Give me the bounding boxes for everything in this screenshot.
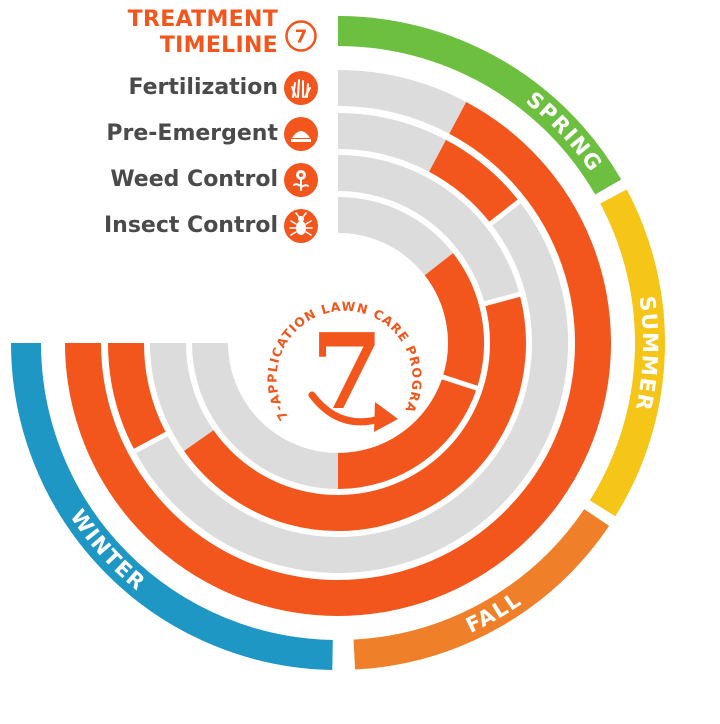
legend-label-pre-emergent: Pre-Emergent bbox=[106, 121, 278, 146]
treatment-ring-2-segment-4 bbox=[108, 342, 167, 451]
treatment-ring-4-segment-4 bbox=[192, 342, 339, 489]
season-band-summer bbox=[589, 189, 665, 517]
legend-label-weed-control: Weed Control bbox=[110, 167, 278, 192]
insect-icon bbox=[284, 209, 318, 243]
treatment-ring-3-segment-1 bbox=[337, 155, 520, 304]
legend-label-insect-control: Insect Control bbox=[103, 213, 278, 238]
segment-separator-3 bbox=[487, 198, 523, 227]
segment-separator-2 bbox=[482, 291, 523, 307]
treatment-ring-2-segment-2 bbox=[428, 139, 520, 224]
grass-icon bbox=[284, 71, 318, 105]
season-band-spring bbox=[337, 16, 622, 195]
title-badge: 7 bbox=[285, 20, 317, 52]
segment-separator-1 bbox=[439, 373, 480, 392]
dome-icon bbox=[284, 117, 318, 151]
treatment-ring-2-segment-3 bbox=[134, 201, 568, 574]
treatment-ring-3-segment-2 bbox=[184, 294, 526, 532]
program-number: 7 bbox=[311, 310, 383, 433]
cycle-arrowhead-icon bbox=[374, 402, 398, 432]
legend-title-line1: TREATMENT bbox=[127, 7, 278, 32]
treatment-ring-2-segment-1 bbox=[337, 113, 446, 172]
legend-title-line2: TIMELINE bbox=[159, 33, 278, 58]
season-band-winter bbox=[11, 342, 333, 670]
season-band-fall bbox=[353, 509, 610, 670]
treatment-ring-4-segment-1 bbox=[337, 197, 454, 276]
flower-icon bbox=[284, 163, 318, 197]
treatment-ring-3-segment-3 bbox=[150, 342, 214, 451]
treatment-ring-4-segment-3 bbox=[337, 376, 477, 489]
treatment-ring-4-segment-2 bbox=[424, 253, 484, 389]
treatment-ring-1-segment-2 bbox=[65, 101, 611, 616]
legend-label-fertilization: Fertilization bbox=[128, 75, 278, 100]
segment-separator-4 bbox=[131, 430, 170, 455]
title-badge-number: 7 bbox=[295, 27, 308, 48]
treatment-ring-1-segment-1 bbox=[337, 70, 467, 134]
